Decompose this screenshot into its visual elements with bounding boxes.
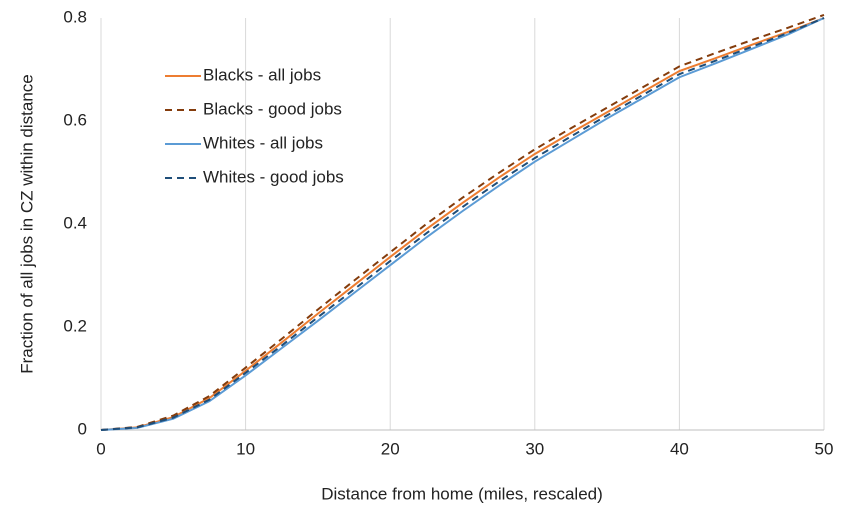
y-axis-title: Fraction of all jobs in CZ within distan… xyxy=(17,74,36,374)
series-line xyxy=(100,17,825,431)
series-line xyxy=(100,17,825,431)
x-tick-label: 20 xyxy=(381,439,400,458)
series-line xyxy=(100,13,825,431)
y-tick-label: 0.4 xyxy=(63,213,87,232)
y-tick-label: 0 xyxy=(78,419,87,438)
x-tick-label: 10 xyxy=(236,439,255,458)
series-line xyxy=(100,17,825,431)
x-tick-label: 40 xyxy=(670,439,689,458)
x-tick-label: 50 xyxy=(815,439,834,458)
legend-label: Blacks - all jobs xyxy=(203,65,321,84)
x-tick-label: 30 xyxy=(525,439,544,458)
x-axis-title: Distance from home (miles, rescaled) xyxy=(321,484,603,503)
legend-label: Blacks - good jobs xyxy=(203,99,342,118)
legend-label: Whites - all jobs xyxy=(203,133,323,152)
x-tick-label: 0 xyxy=(96,439,105,458)
y-tick-label: 0.8 xyxy=(63,7,87,26)
y-tick-label: 0.6 xyxy=(63,110,87,129)
y-tick-label: 0.2 xyxy=(63,316,87,335)
legend-label: Whites - good jobs xyxy=(203,167,344,186)
